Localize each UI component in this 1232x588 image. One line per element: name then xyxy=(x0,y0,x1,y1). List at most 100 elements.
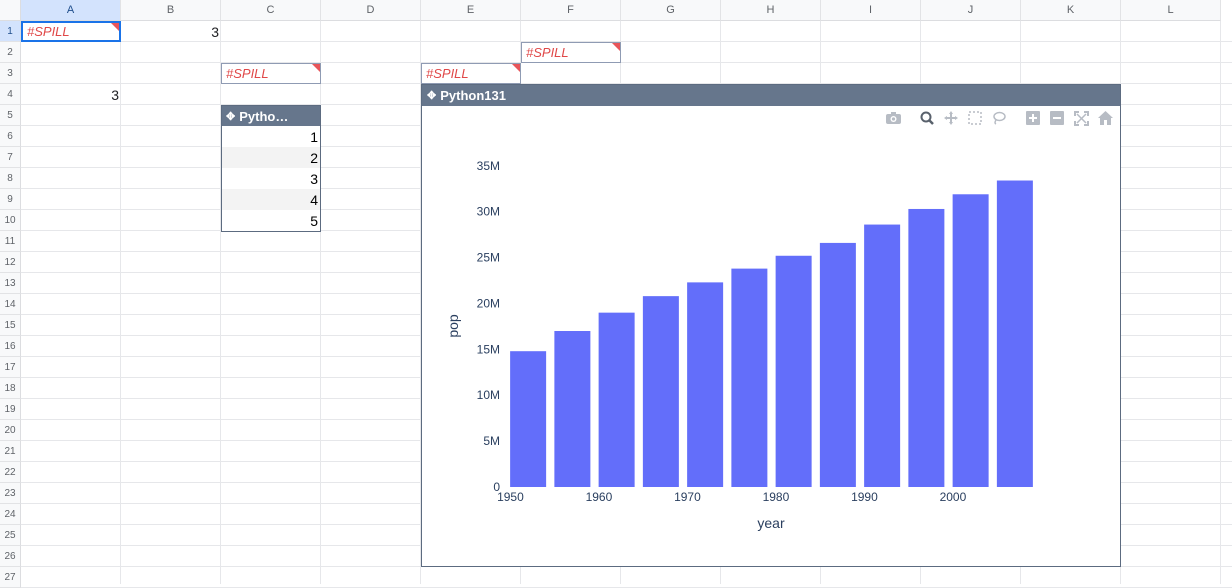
x-tick-label: 1960 xyxy=(586,490,613,504)
row-header-5[interactable]: 5 xyxy=(0,105,21,126)
spill-error-text: #SPILL xyxy=(226,66,269,81)
row-header-16[interactable]: 16 xyxy=(0,336,21,357)
table-row[interactable]: 5 xyxy=(222,210,320,231)
column-header-F[interactable]: F xyxy=(521,0,621,21)
row-header-18[interactable]: 18 xyxy=(0,378,21,399)
table-row[interactable]: 1 xyxy=(222,126,320,147)
y-axis-label: pop xyxy=(445,314,461,338)
row-header-25[interactable]: 25 xyxy=(0,525,21,546)
zoom-in-icon[interactable] xyxy=(1022,109,1044,127)
chart-window-header[interactable]: ✥ Python131 xyxy=(422,85,1120,106)
cell-B1[interactable]: 3 xyxy=(121,21,221,42)
y-tick-label: 35M xyxy=(477,159,500,173)
x-tick-label: 1970 xyxy=(674,490,701,504)
row-header-6[interactable]: 6 xyxy=(0,126,21,147)
bar-2002[interactable] xyxy=(952,194,989,487)
lasso-icon[interactable] xyxy=(988,109,1010,127)
bar-1967[interactable] xyxy=(642,296,679,487)
row-header-22[interactable]: 22 xyxy=(0,462,21,483)
column-header-D[interactable]: D xyxy=(321,0,421,21)
column-header-B[interactable]: B xyxy=(121,0,221,21)
table-cell-value: 5 xyxy=(310,212,318,229)
row-header-7[interactable]: 7 xyxy=(0,147,21,168)
grid-column-line xyxy=(420,21,421,584)
bar-1957[interactable] xyxy=(554,331,591,487)
row-header-11[interactable]: 11 xyxy=(0,231,21,252)
x-axis-label: year xyxy=(757,515,785,531)
autoscale-icon[interactable] xyxy=(1070,109,1092,127)
cell-C3[interactable]: #SPILL xyxy=(221,63,321,84)
y-tick-label: 0 xyxy=(493,480,500,494)
row-header-1[interactable]: 1 xyxy=(0,21,21,42)
bar-chart: 0 5M 10M 15M 20M 25M 30M 35M 1950 1960 1970 1980 19… xyxy=(445,159,1033,531)
bar-1972[interactable] xyxy=(687,282,724,487)
row-header-3[interactable]: 3 xyxy=(0,63,21,84)
select-all-corner[interactable] xyxy=(0,0,21,21)
row-header-8[interactable]: 8 xyxy=(0,168,21,189)
row-header-21[interactable]: 21 xyxy=(0,441,21,462)
error-indicator-icon xyxy=(512,64,520,72)
table-row[interactable]: 2 xyxy=(222,147,320,168)
grid-column-line xyxy=(320,21,321,584)
grid-row-line xyxy=(21,41,1232,42)
camera-icon[interactable] xyxy=(882,109,904,127)
bar-1987[interactable] xyxy=(819,242,856,487)
row-header-14[interactable]: 14 xyxy=(0,294,21,315)
column-header-L[interactable]: L xyxy=(1121,0,1221,21)
row-header-17[interactable]: 17 xyxy=(0,357,21,378)
bar-2007[interactable] xyxy=(996,180,1033,488)
python-icon: ✥ xyxy=(427,90,437,102)
row-header-15[interactable]: 15 xyxy=(0,315,21,336)
column-header-I[interactable]: I xyxy=(821,0,921,21)
cell-value: 3 xyxy=(211,23,219,40)
bar-1962[interactable] xyxy=(598,312,635,487)
bar-1982[interactable] xyxy=(775,255,812,487)
row-header-12[interactable]: 12 xyxy=(0,252,21,273)
column-header-G[interactable]: G xyxy=(621,0,721,21)
python-table-output[interactable]: ✥ Pytho… 1 2 3 4 5 xyxy=(221,105,321,232)
table-cell-value: 3 xyxy=(310,170,318,187)
column-header-J[interactable]: J xyxy=(921,0,1021,21)
bar-1997[interactable] xyxy=(908,208,945,487)
column-header-H[interactable]: H xyxy=(721,0,821,21)
row-header-4[interactable]: 4 xyxy=(0,84,21,105)
row-header-10[interactable]: 10 xyxy=(0,210,21,231)
chart-window-title: Python131 xyxy=(440,88,506,103)
bar-1952[interactable] xyxy=(510,351,547,487)
python-icon: ✥ xyxy=(226,110,236,123)
cell-A4[interactable]: 3 xyxy=(21,84,121,105)
row-header-20[interactable]: 20 xyxy=(0,420,21,441)
cell-F2[interactable]: #SPILL xyxy=(521,42,621,63)
box-select-icon[interactable] xyxy=(964,109,986,127)
row-header-13[interactable]: 13 xyxy=(0,273,21,294)
x-tick-label: 1950 xyxy=(497,490,524,504)
table-row[interactable]: 4 xyxy=(222,189,320,210)
grid-column-line xyxy=(220,21,221,584)
row-header-23[interactable]: 23 xyxy=(0,483,21,504)
python-chart-window[interactable]: ✥ Python131 0 5M 10M 15M 20M 25M xyxy=(421,84,1121,567)
row-header-9[interactable]: 9 xyxy=(0,189,21,210)
x-tick-label: 1990 xyxy=(851,490,878,504)
pan-icon[interactable] xyxy=(940,109,962,127)
row-header-27[interactable]: 27 xyxy=(0,567,21,588)
column-header-A[interactable]: A xyxy=(21,0,121,21)
python-table-header[interactable]: ✥ Pytho… xyxy=(222,106,320,126)
x-tick-label: 2000 xyxy=(940,490,967,504)
cell-E3[interactable]: #SPILL xyxy=(421,63,521,84)
table-row[interactable]: 3 xyxy=(222,168,320,189)
bar-1977[interactable] xyxy=(731,268,768,487)
row-header-19[interactable]: 19 xyxy=(0,399,21,420)
row-header-2[interactable]: 2 xyxy=(0,42,21,63)
zoom-icon[interactable] xyxy=(916,109,938,127)
column-header-K[interactable]: K xyxy=(1021,0,1121,21)
home-icon[interactable] xyxy=(1094,109,1116,127)
table-cell-value: 1 xyxy=(310,128,318,145)
error-indicator-icon xyxy=(612,43,620,51)
bar-1992[interactable] xyxy=(864,224,901,487)
column-header-E[interactable]: E xyxy=(421,0,521,21)
cell-A1[interactable]: #SPILL xyxy=(21,21,121,42)
row-header-26[interactable]: 26 xyxy=(0,546,21,567)
row-header-24[interactable]: 24 xyxy=(0,504,21,525)
column-header-C[interactable]: C xyxy=(221,0,321,21)
zoom-out-icon[interactable] xyxy=(1046,109,1068,127)
